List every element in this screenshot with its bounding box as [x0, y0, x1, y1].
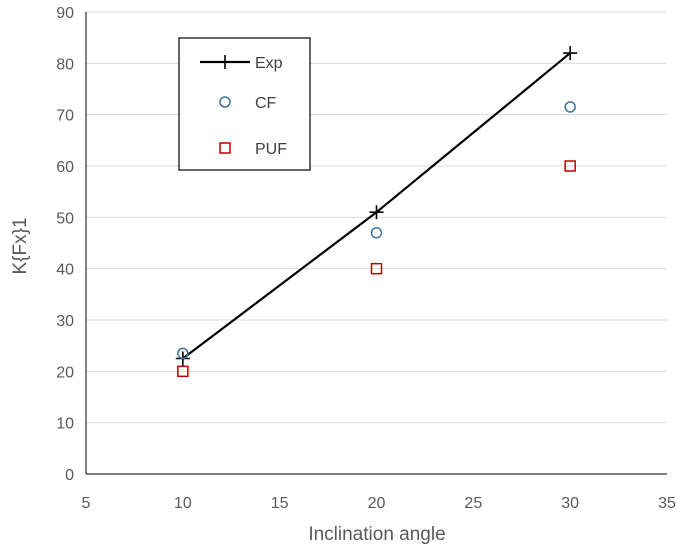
- x-tick-label: 20: [368, 495, 386, 512]
- data-point: [370, 226, 383, 239]
- x-axis-label: Inclination angle: [308, 524, 445, 545]
- x-tick-label: 35: [658, 495, 676, 512]
- x-tick-label: 10: [174, 495, 192, 512]
- data-point: [563, 46, 578, 61]
- y-tick-label: 0: [65, 467, 74, 484]
- series-cf: [177, 101, 576, 360]
- legend-item-puf: PUF: [219, 141, 287, 158]
- legend-item-exp: Exp: [200, 55, 283, 72]
- y-tick-label: 40: [56, 262, 74, 279]
- data-point: [564, 160, 576, 172]
- axes: [85, 12, 667, 475]
- legend-label: CF: [255, 95, 277, 112]
- data-point: [177, 365, 189, 378]
- x-tick-label: 25: [464, 495, 482, 512]
- data-point: [219, 142, 231, 154]
- y-tick-label: 60: [56, 159, 74, 176]
- data-marks: [175, 46, 578, 378]
- data-point: [370, 262, 383, 275]
- y-tick-label: 10: [56, 416, 74, 433]
- data-point: [177, 347, 189, 360]
- y-tick-labels: 0 10 20 30 40 50 60 70 80 90: [56, 5, 74, 484]
- legend: Exp CF PUF: [178, 37, 311, 171]
- data-point: [369, 205, 384, 220]
- y-tick-label: 50: [56, 210, 74, 227]
- y-tick-label: 70: [56, 108, 74, 125]
- x-tick-label: 30: [561, 495, 579, 512]
- y-tick-label: 30: [56, 313, 74, 330]
- data-point: [218, 55, 232, 69]
- y-tick-label: 90: [56, 5, 74, 22]
- x-tick-labels: 5 10 15 20 25 30 35: [82, 495, 676, 512]
- data-point: [219, 96, 231, 108]
- legend-label: Exp: [255, 55, 283, 72]
- data-point: [564, 101, 576, 113]
- x-tick-label: 15: [271, 495, 289, 512]
- legend-item-cf: CF: [219, 95, 277, 112]
- x-tick-label: 5: [82, 495, 91, 512]
- series-puf: [177, 160, 576, 378]
- y-tick-label: 80: [56, 56, 74, 73]
- y-axis-label: K{Fx}1: [10, 217, 31, 274]
- legend-box: [178, 37, 311, 171]
- y-tick-label: 20: [56, 364, 74, 381]
- legend-label: PUF: [255, 141, 287, 158]
